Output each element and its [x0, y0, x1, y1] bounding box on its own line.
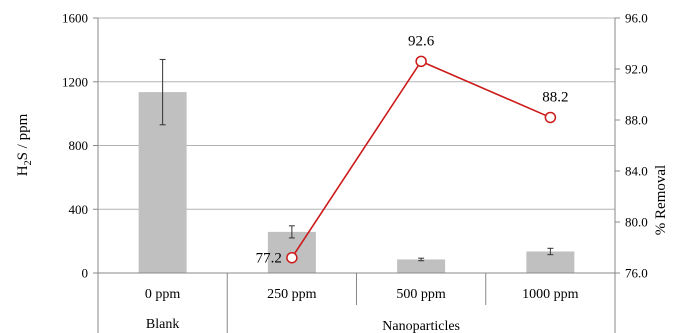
- left-tick-label: 1600: [62, 11, 88, 26]
- bar: [397, 259, 446, 273]
- group-label: Nanoparticles: [382, 319, 460, 333]
- data-label: 88.2: [542, 89, 568, 105]
- error-bars: [159, 58, 554, 262]
- right-tick-label: 92.0: [625, 62, 648, 77]
- right-tick-label: 76.0: [625, 266, 648, 281]
- category-label: 0 ppm: [145, 287, 181, 302]
- right-tick-label: 88.0: [625, 113, 648, 128]
- data-label: 92.6: [408, 33, 435, 49]
- left-axis-title: H2S / ppm: [15, 113, 34, 176]
- right-tick-label: 96.0: [625, 11, 648, 26]
- category-label: 1000 ppm: [522, 287, 579, 302]
- removal-marker: [415, 55, 427, 68]
- removal-marker: [286, 251, 298, 264]
- left-tick-label: 0: [82, 266, 89, 281]
- group-label: Blank: [146, 317, 179, 332]
- bar: [526, 251, 575, 273]
- labels: 0 400 800 1200 1600 76.0 80.0 84.0 88.0 92.0 96.0 0…: [15, 11, 669, 333]
- left-tick-label: 400: [69, 202, 89, 217]
- bars: [138, 92, 575, 273]
- data-label: 77.2: [256, 251, 282, 267]
- right-tick-label: 84.0: [625, 164, 648, 179]
- right-tick-label: 80.0: [625, 215, 648, 230]
- category-label: 500 ppm: [396, 287, 446, 302]
- category-label: 250 ppm: [267, 287, 317, 302]
- removal-line-path: [291, 60, 551, 259]
- left-tick-label: 1200: [62, 74, 88, 89]
- left-tick-label: 800: [69, 138, 89, 153]
- axes: [93, 17, 620, 333]
- removal-marker: [544, 111, 557, 124]
- right-axis-title: % Removal: [653, 165, 669, 235]
- removal-line: [286, 55, 557, 264]
